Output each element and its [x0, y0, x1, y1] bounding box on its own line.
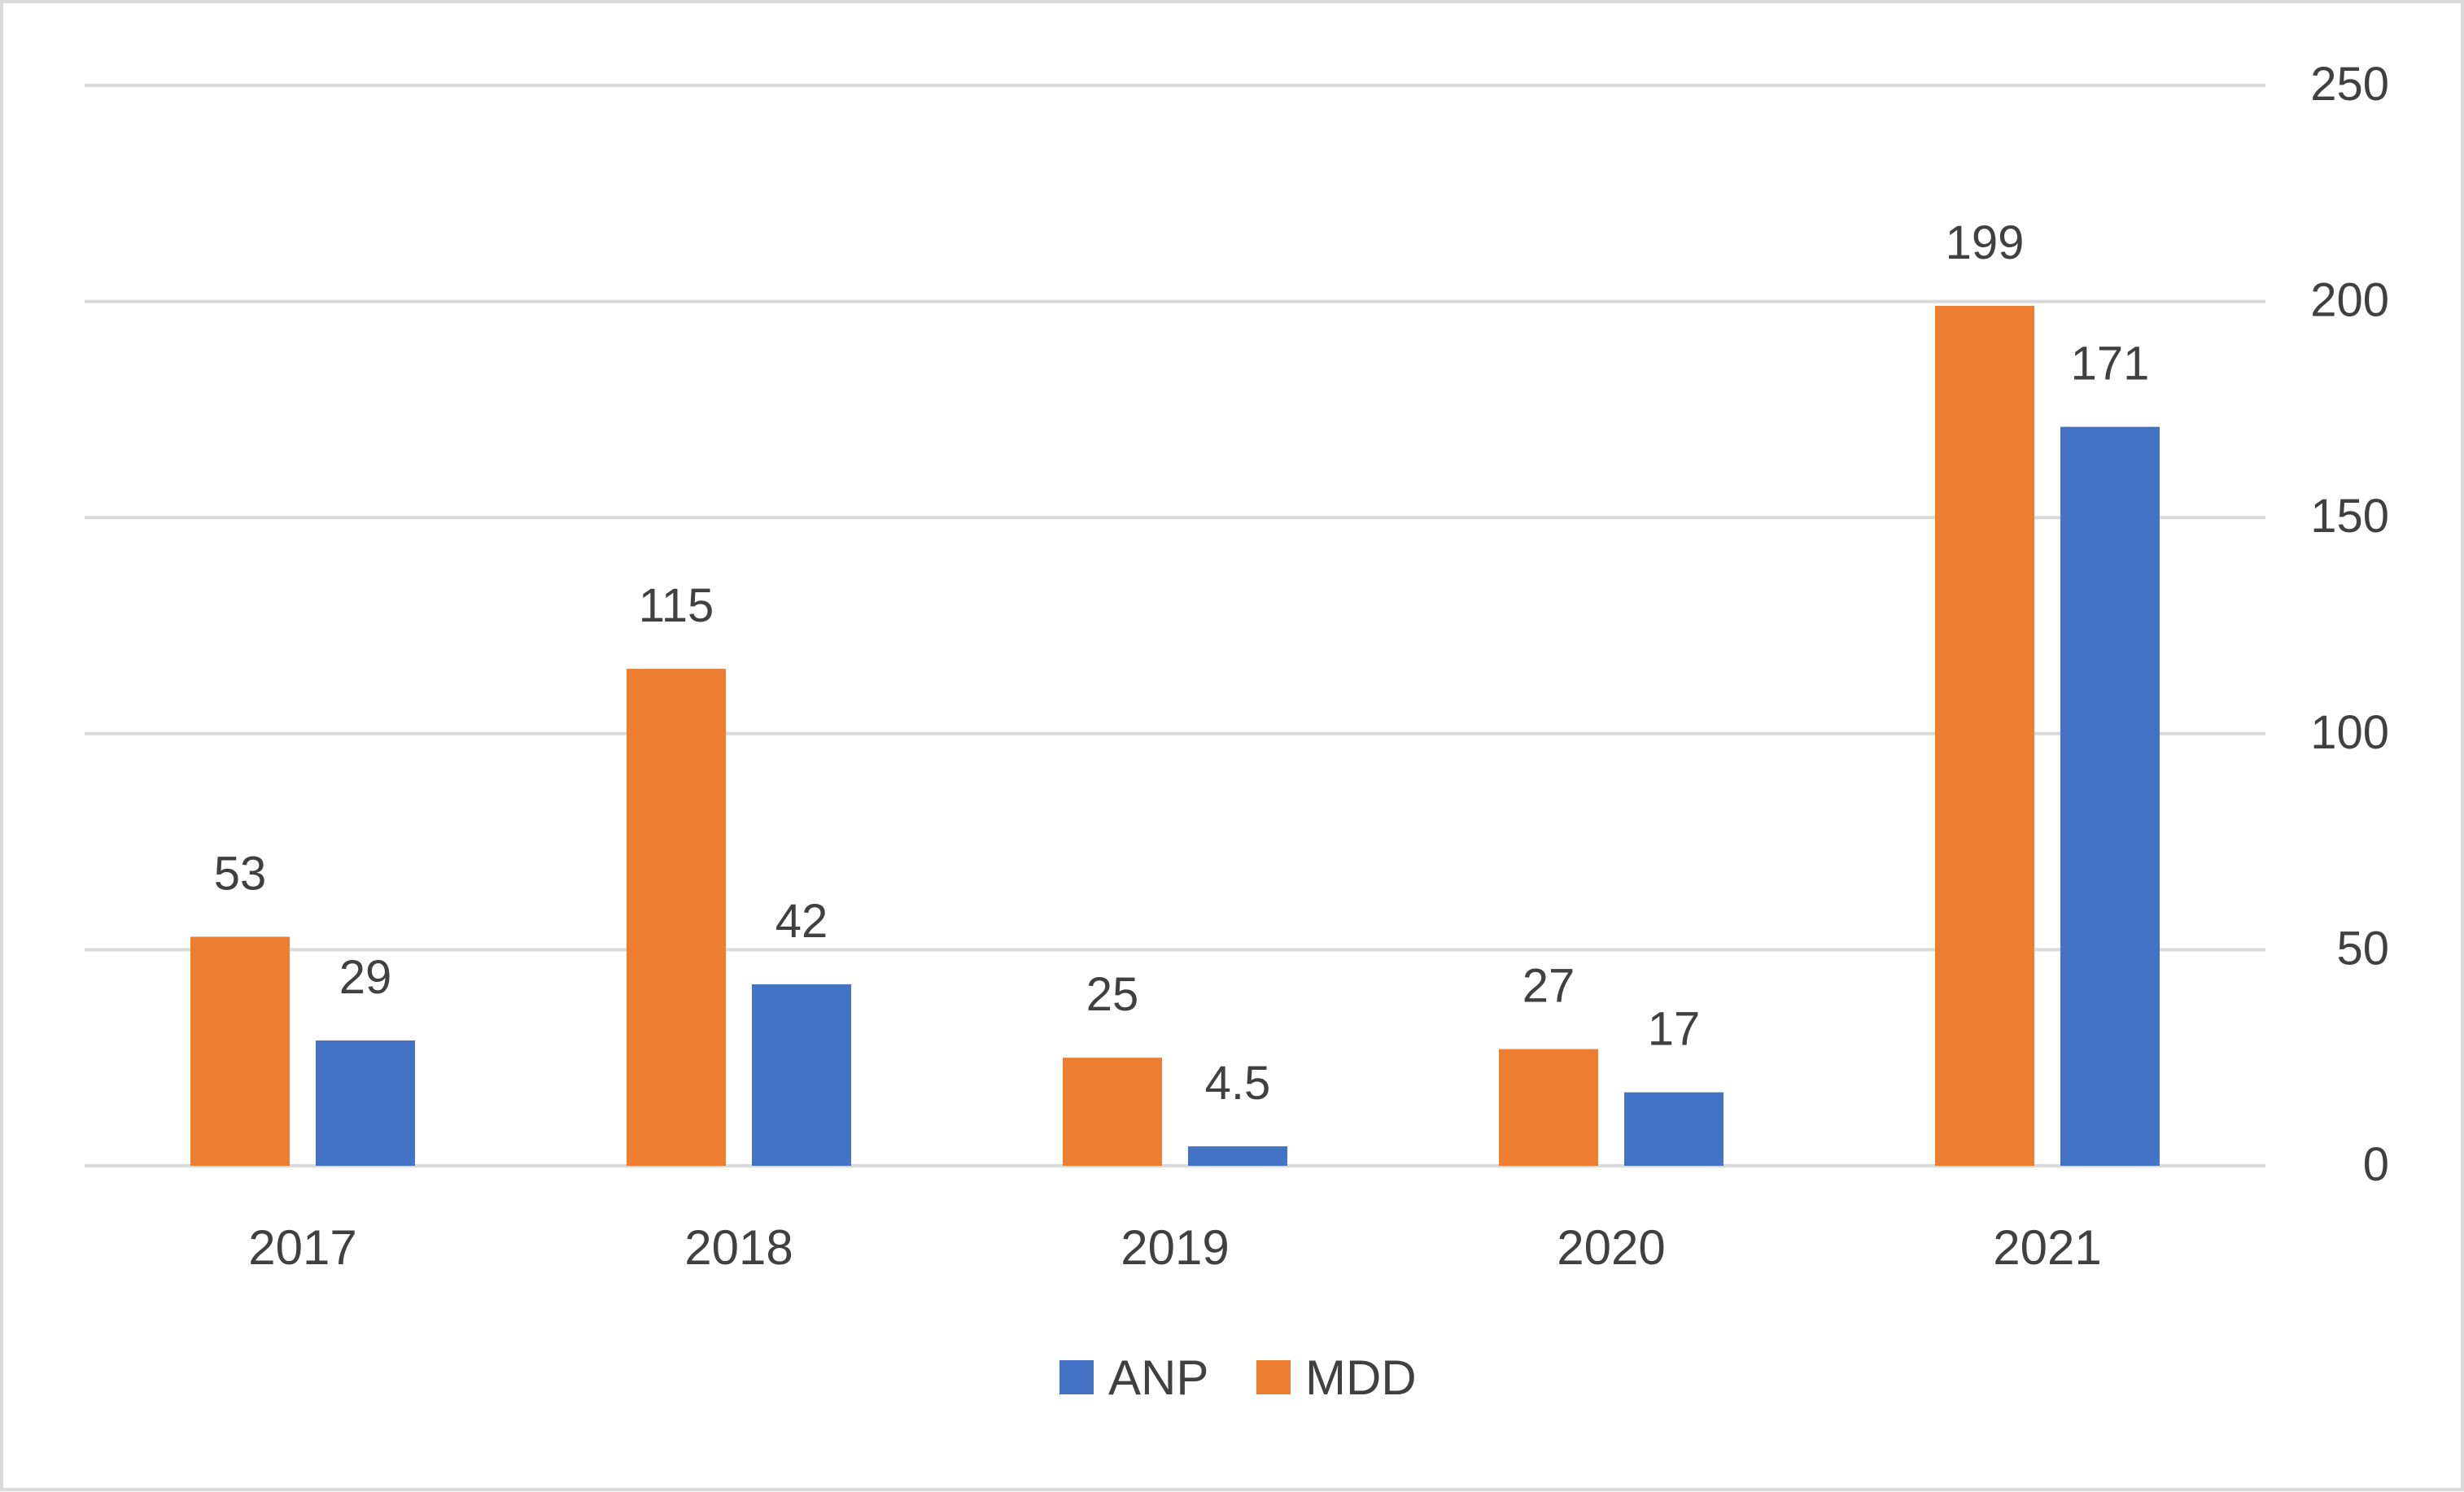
bar-mdd-2019 [1063, 1058, 1162, 1166]
data-label-mdd-2019: 25 [1086, 968, 1139, 1021]
data-labels: 53 29 115 42 25 4.5 27 17 199 171 [214, 216, 2150, 1110]
y-tick-label: 250 [2310, 58, 2389, 111]
legend-swatch-anp [1059, 1360, 1094, 1394]
x-axis-tick-labels: 2017 2018 2019 2020 2021 [248, 1220, 2101, 1275]
bar-anp-2019 [1188, 1146, 1287, 1166]
data-label-mdd-2020: 27 [1523, 960, 1575, 1013]
x-tick-label-2020: 2020 [1557, 1220, 1665, 1275]
bar-mdd-2018 [627, 669, 726, 1166]
x-tick-label-2021: 2021 [1993, 1220, 2101, 1275]
bar-chart: 0 50 100 150 200 250 53 29 115 42 25 4.5 27 17 199 171… [85, 58, 2389, 1405]
y-tick-label: 100 [2310, 706, 2389, 759]
gridlines [85, 84, 2265, 1167]
data-label-anp-2018: 42 [775, 895, 828, 948]
bar-anp-2020 [1624, 1092, 1723, 1166]
x-tick-label-2018: 2018 [684, 1220, 793, 1275]
x-tick-label-2017: 2017 [248, 1220, 356, 1275]
bars [190, 305, 2160, 1166]
data-label-anp-2021: 171 [2071, 338, 2150, 390]
legend-label-mdd: MDD [1305, 1350, 1417, 1405]
y-tick-label: 150 [2310, 490, 2389, 543]
data-label-anp-2017: 29 [339, 951, 392, 1004]
data-label-anp-2019: 4.5 [1205, 1057, 1271, 1110]
legend: ANP MDD [1059, 1350, 1417, 1405]
bar-mdd-2020 [1499, 1049, 1598, 1166]
y-tick-label: 0 [2363, 1138, 2389, 1191]
data-label-mdd-2017: 53 [214, 847, 267, 900]
legend-swatch-mdd [1256, 1360, 1291, 1394]
bar-anp-2018 [752, 984, 851, 1166]
data-label-mdd-2018: 115 [639, 579, 714, 632]
y-axis-tick-labels: 0 50 100 150 200 250 [2310, 58, 2389, 1191]
bar-mdd-2017 [190, 936, 290, 1166]
legend-label-anp: ANP [1108, 1350, 1208, 1405]
bar-anp-2017 [316, 1040, 415, 1166]
y-tick-label: 200 [2310, 274, 2389, 327]
bar-anp-2021 [2060, 426, 2160, 1166]
bar-mdd-2021 [1935, 305, 2034, 1166]
y-tick-label: 50 [2336, 922, 2389, 975]
data-label-anp-2020: 17 [1648, 1003, 1701, 1056]
data-label-mdd-2021: 199 [1946, 216, 2025, 269]
x-tick-label-2019: 2019 [1121, 1220, 1229, 1275]
